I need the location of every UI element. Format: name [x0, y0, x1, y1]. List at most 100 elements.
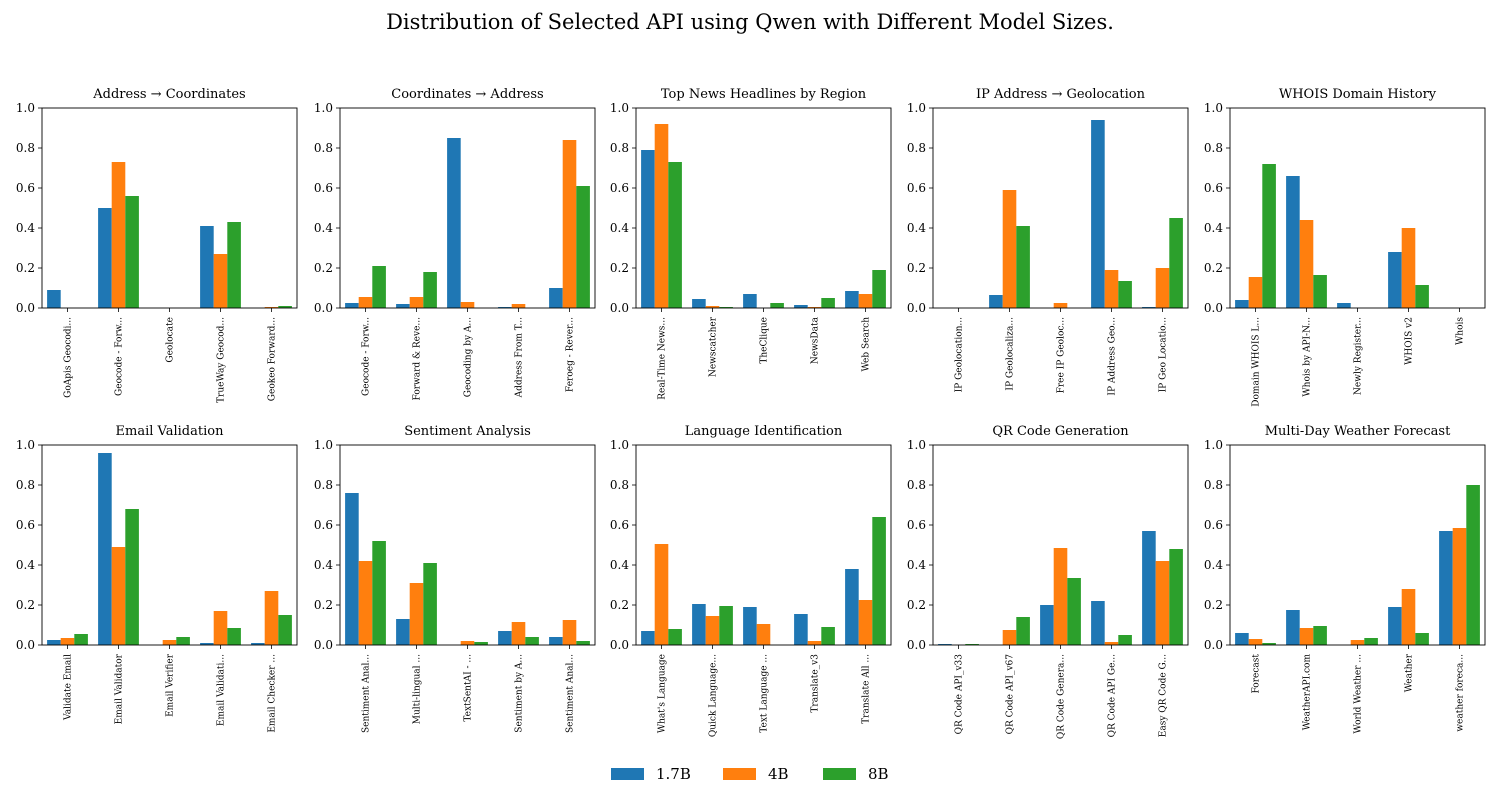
y-tick-label: 1.0	[314, 438, 333, 452]
x-tick-label: Geolocate	[166, 317, 176, 363]
bar-1-7b-sentiment-anal	[549, 637, 563, 645]
bar-1-7b-newscatcher	[692, 299, 706, 308]
bar-1-7b-goapis-geocodi	[47, 290, 61, 308]
y-tick-label: 0.4	[1204, 558, 1223, 572]
x-tick-label: TextSentAI - ...	[464, 654, 474, 722]
bar-4b-weather-foreca	[1452, 528, 1467, 645]
bar-8b-ip-geo-locatio	[1169, 218, 1183, 308]
x-tick-label: Email Validator	[115, 653, 125, 724]
x-tick-label: Geocoding by A...	[464, 317, 474, 397]
x-tick-label: IP Geolocation...	[955, 317, 965, 393]
y-tick-label: 0.4	[16, 558, 35, 572]
y-tick-label: 0.6	[1204, 518, 1223, 532]
bar-8b-web-search	[872, 270, 886, 308]
axes-frame	[932, 444, 1189, 646]
x-tick-label: TrueWay Geocod...	[217, 317, 227, 403]
bar-1-7b-email-validati	[200, 643, 214, 645]
bar-8b-qr-code-api-v67	[1016, 617, 1030, 645]
y-tick-label: 0.6	[610, 181, 629, 195]
bar-8b-geocode-forw	[125, 196, 139, 308]
x-tick-label: GoApis Geocodi...	[64, 317, 74, 398]
axes-frame	[41, 444, 298, 646]
legend-swatch-1-7b	[611, 768, 644, 780]
bar-4b-textsentai	[460, 641, 475, 645]
bar-1-7b-multi-lingual	[396, 619, 410, 645]
bar-8b-quick-language	[719, 606, 733, 645]
x-tick-label: What's Language	[658, 654, 668, 733]
y-tick-label: 0.8	[16, 141, 35, 155]
axes-frame	[1229, 444, 1486, 646]
y-tick-label: 1.0	[314, 101, 333, 115]
bar-1-7b-what-s-language	[641, 631, 655, 645]
bar-4b-whois-v2	[1401, 228, 1416, 308]
legend-label-1-7b: 1.7B	[656, 765, 691, 783]
bar-1-7b-whois-by-api-n	[1286, 176, 1300, 308]
bar-1-7b-translate-v3	[794, 614, 808, 645]
panel-title: Language Identification	[685, 424, 843, 439]
figure-title: Distribution of Selected API using Qwen …	[386, 10, 1114, 34]
y-tick-label: 0.8	[16, 478, 35, 492]
legend-swatch-4b	[723, 768, 756, 780]
panel-title: Sentiment Analysis	[404, 424, 531, 439]
x-tick-label: WHOIS v2	[1405, 317, 1415, 365]
y-tick-label: 0.4	[907, 221, 926, 235]
bar-1-7b-forward-reve	[396, 304, 410, 308]
x-tick-label: Geocode - Forw...	[115, 317, 125, 396]
bar-4b-geocode-forw	[358, 297, 373, 308]
bar-8b-ip-address-geo	[1118, 281, 1132, 308]
bar-8b-translate-all	[872, 517, 886, 645]
bar-1-7b-qr-code-genera	[1040, 605, 1054, 645]
bar-1-7b-quick-language	[692, 604, 706, 645]
bar-4b-multi-lingual	[409, 583, 424, 645]
bar-4b-geocoding-by-a	[460, 302, 475, 308]
y-tick-label: 0.6	[610, 518, 629, 532]
axes-frame	[932, 107, 1189, 309]
bar-4b-weatherapi-com	[1299, 628, 1314, 645]
bar-4b-text-language	[756, 624, 771, 645]
y-tick-label: 1.0	[1204, 101, 1223, 115]
bar-4b-free-ip-geoloc	[1053, 303, 1068, 308]
bar-4b-trueway-geocod	[213, 254, 228, 308]
bar-1-7b-newly-register	[1337, 303, 1351, 308]
x-tick-label: Newscatcher	[709, 316, 719, 377]
y-tick-label: 1.0	[610, 101, 629, 115]
x-tick-label: Real-Time News...	[658, 317, 668, 400]
y-tick-label: 0.0	[1204, 638, 1223, 652]
panel-title: Email Validation	[116, 424, 225, 439]
y-tick-label: 0.6	[907, 518, 926, 532]
x-tick-label: Translate_v3	[811, 654, 821, 713]
bar-8b-forward-reve	[423, 272, 437, 308]
panel-title: Multi-Day Weather Forecast	[1265, 424, 1451, 439]
x-tick-label: Sentiment by A...	[515, 654, 525, 733]
bar-8b-email-checker	[278, 615, 292, 645]
x-tick-label: IP Address Geo...	[1108, 317, 1118, 396]
bar-8b-what-s-language	[668, 629, 682, 645]
bar-4b-real-time-news	[654, 124, 669, 308]
x-tick-label: Email Verifier	[166, 653, 176, 717]
y-tick-label: 0.2	[1204, 261, 1223, 275]
x-tick-label: Web Search	[862, 317, 872, 372]
bar-1-7b-newsdata	[794, 305, 808, 308]
bar-1-7b-geocode-forw	[345, 303, 359, 308]
y-tick-label: 0.8	[314, 478, 333, 492]
bar-4b-world-weather	[1350, 640, 1365, 645]
x-tick-label: Free IP Geoloc...	[1057, 317, 1067, 394]
y-tick-label: 0.4	[907, 558, 926, 572]
panel-title: WHOIS Domain History	[1279, 87, 1437, 102]
bar-8b-world-weather	[1364, 638, 1378, 645]
x-tick-label: QR Code API Ge...	[1108, 654, 1118, 737]
x-tick-label: weather foreca...	[1456, 654, 1466, 732]
bar-1-7b-feroeg-rever	[549, 288, 563, 308]
bar-8b-validate-email	[74, 634, 88, 645]
y-tick-label: 0.2	[16, 261, 35, 275]
x-tick-label: Sentiment Anal...	[566, 654, 576, 733]
y-tick-label: 0.8	[907, 141, 926, 155]
bar-1-7b-domain-whois-l	[1235, 300, 1249, 308]
y-tick-label: 0.2	[1204, 598, 1223, 612]
y-tick-label: 0.0	[16, 638, 35, 652]
bar-4b-qr-code-api-v67	[1002, 630, 1017, 645]
x-tick-label: Text Language ...	[760, 654, 770, 733]
y-tick-label: 0.0	[610, 301, 629, 315]
bar-4b-qr-code-genera	[1053, 548, 1068, 645]
y-tick-label: 1.0	[907, 438, 926, 452]
